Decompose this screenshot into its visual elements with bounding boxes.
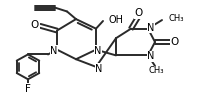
- Text: N: N: [50, 46, 57, 56]
- Text: CH₃: CH₃: [148, 66, 163, 75]
- Text: O: O: [170, 37, 178, 47]
- Text: O: O: [31, 20, 39, 30]
- Text: N: N: [94, 46, 101, 56]
- Text: N: N: [147, 23, 154, 33]
- Text: F: F: [25, 84, 31, 94]
- Text: N: N: [147, 51, 154, 61]
- Text: CH₃: CH₃: [168, 14, 184, 23]
- Text: N: N: [95, 64, 102, 74]
- Text: OH: OH: [108, 15, 123, 25]
- Text: O: O: [134, 8, 142, 18]
